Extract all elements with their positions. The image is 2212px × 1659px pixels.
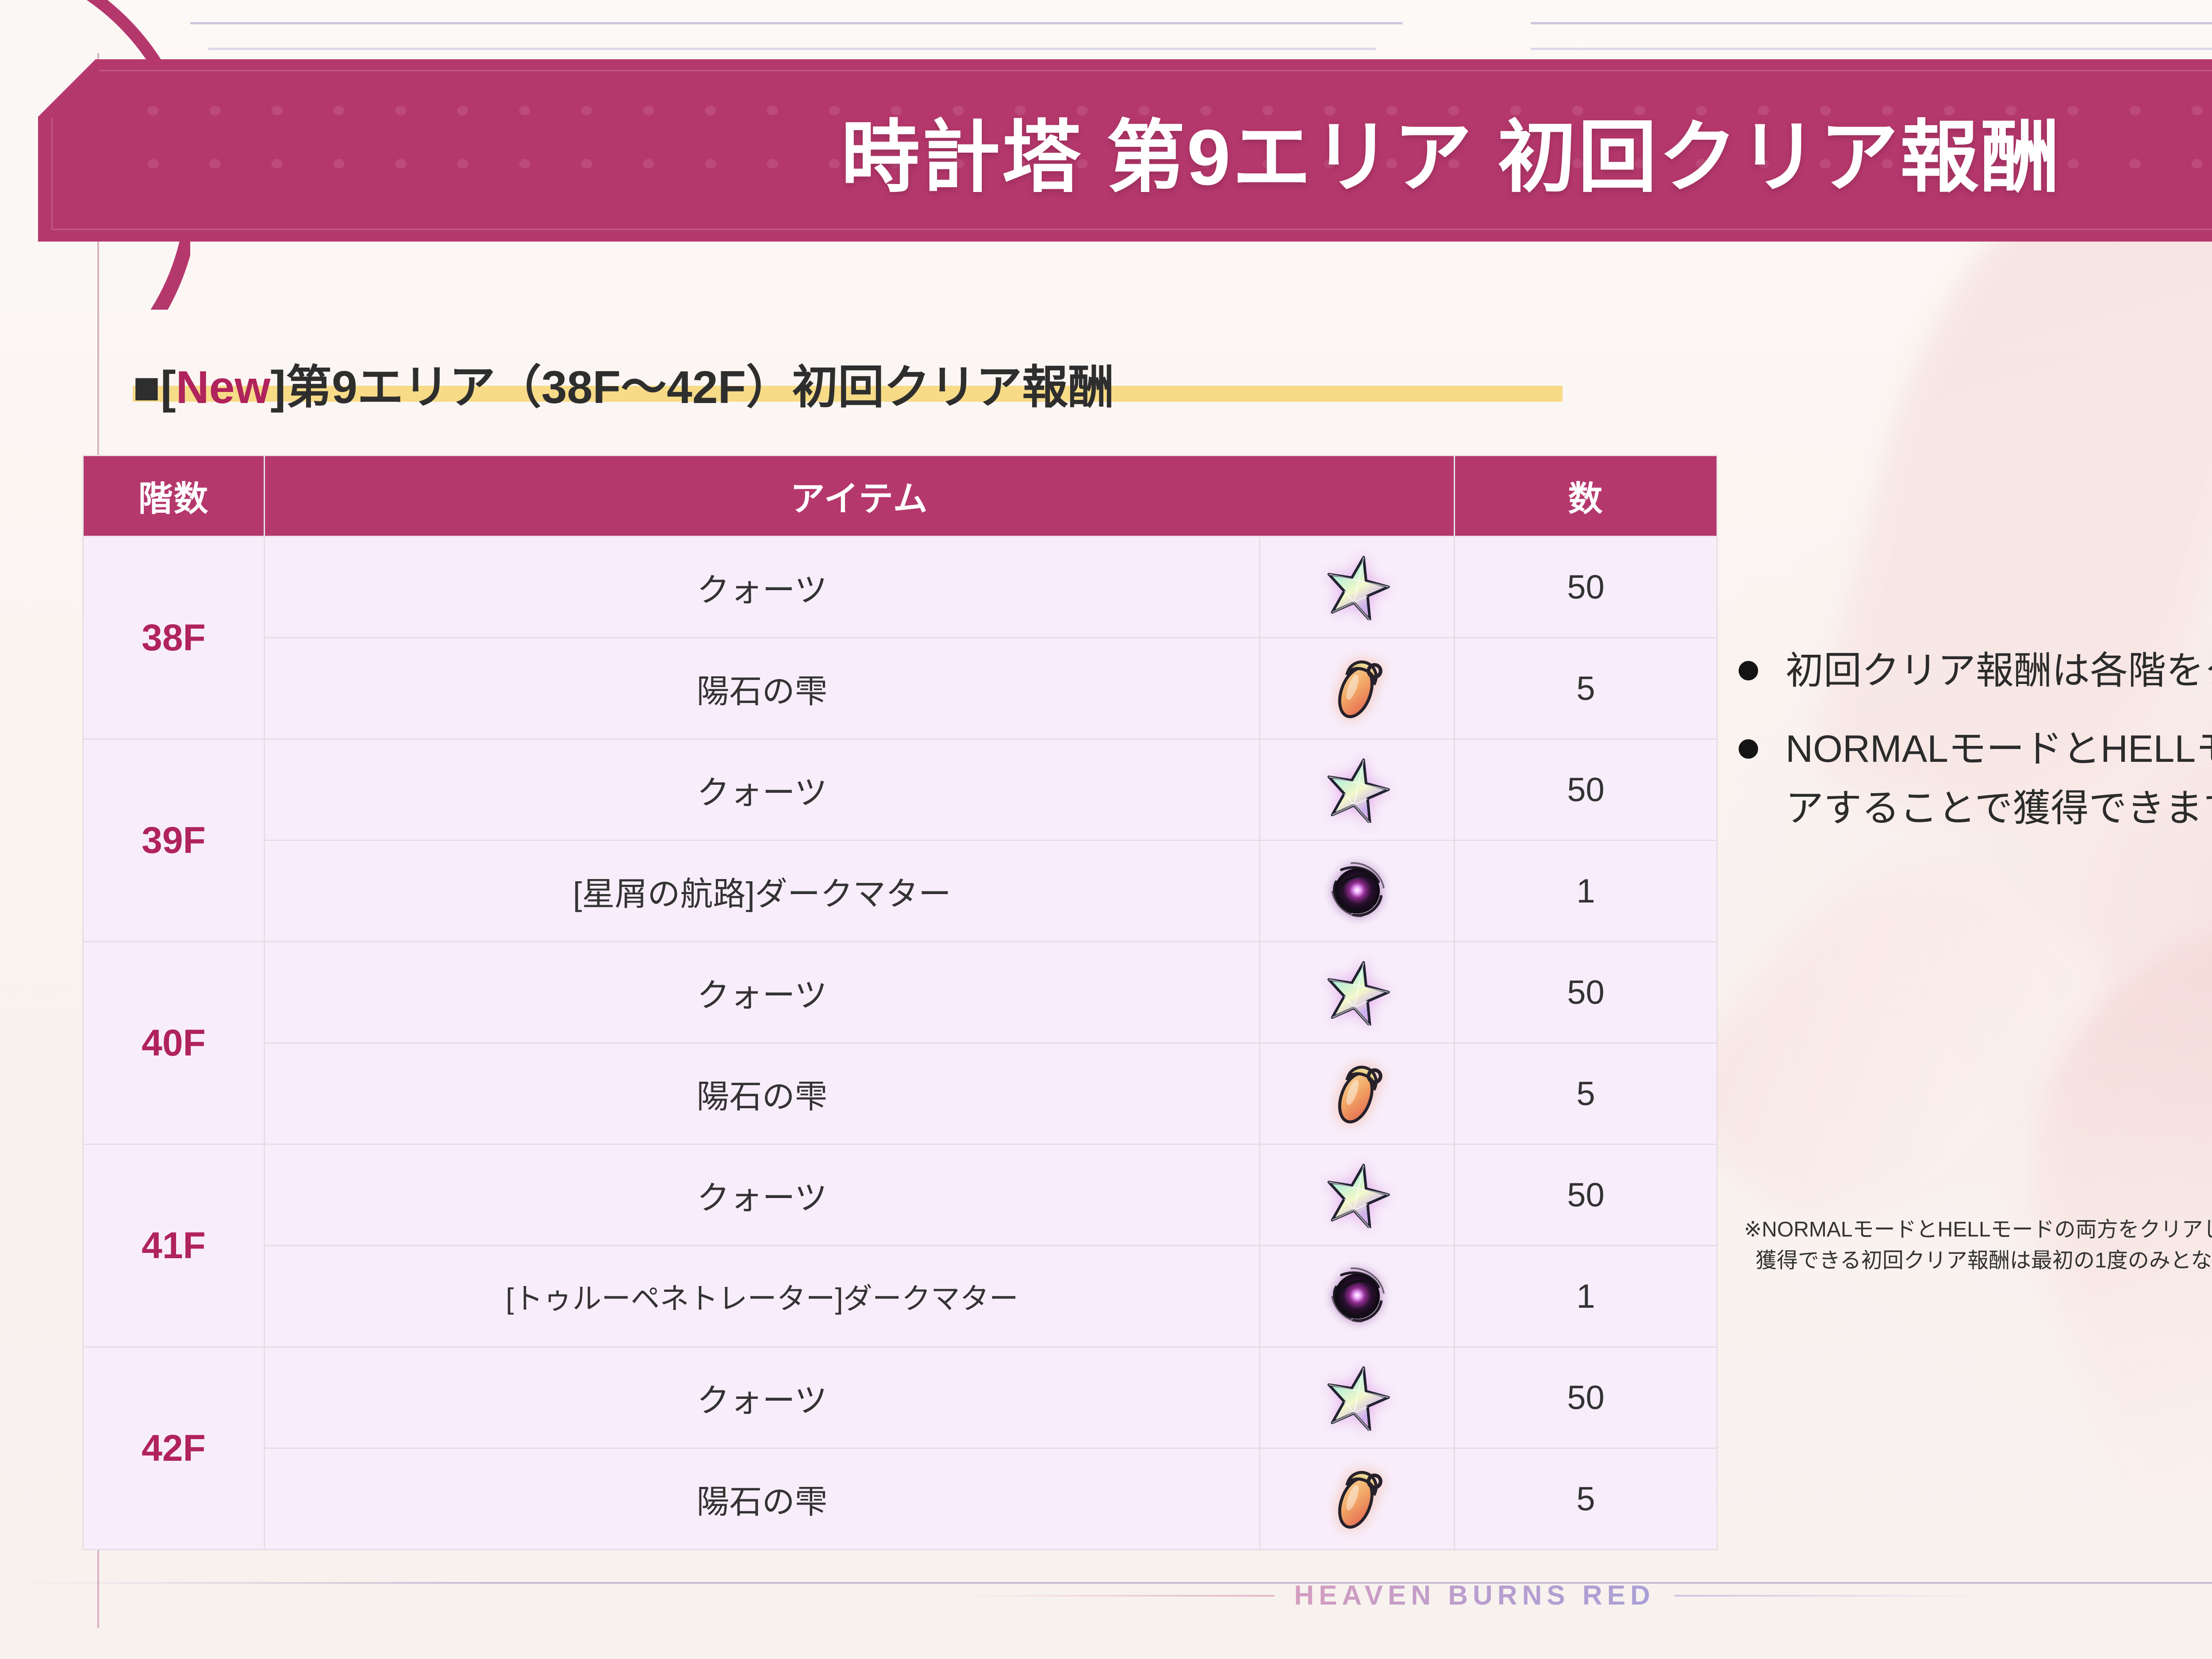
table-row: 42F クォーツ 50 [82, 1346, 1718, 1550]
floor-cell: 42F [82, 1346, 265, 1550]
table-row: 38F クォーツ 50 [82, 536, 1718, 740]
subtitle-text: 第9エリア（38F〜42F）初回クリア報酬 [285, 362, 1114, 413]
item-name-cell: クォーツ [264, 738, 1260, 841]
dark-matter-icon [1331, 1267, 1385, 1322]
quantity-cell: 50 [1454, 1346, 1718, 1449]
item-name-cell: [トゥルーペネトレーター]ダークマター [264, 1245, 1260, 1348]
frame-hairline-bottom [0, 1582, 2212, 1584]
footer-rule-left [956, 1594, 1275, 1597]
table-row: 陽石の雫 5 [83, 1042, 1718, 1145]
item-name-cell: [星屑の航路]ダークマター [264, 840, 1260, 942]
brand-logo-text: HEAVEN BURNS RED [1294, 1580, 1655, 1611]
table-row: [星屑の航路]ダークマター 1 [83, 840, 1718, 942]
note-text: 初回クリア報酬は各階をクリアすることで獲得できます [1786, 649, 2212, 692]
item-name-cell: 陽石の雫 [264, 1448, 1260, 1550]
item-name-cell: 陽石の雫 [264, 1042, 1260, 1145]
quantity-cell: 50 [1454, 941, 1718, 1044]
item-name-cell: クォーツ [264, 1346, 1260, 1449]
table-row: 陽石の雫 5 [83, 637, 1718, 740]
item-icon-cell [1259, 637, 1455, 740]
item-icon-cell [1259, 1144, 1455, 1246]
sunstone-drop-icon [1338, 661, 1382, 718]
list-item: 初回クリア報酬は各階をクリアすることで獲得できます [1739, 641, 2212, 700]
quantity-cell: 50 [1454, 1144, 1718, 1246]
subtitle-highlight [133, 386, 1563, 402]
rewards-table: 階数 アイテム 数 38F クォーツ 50 陽石の雫 [82, 455, 1718, 1550]
table-body: 38F クォーツ 50 陽石の雫 [82, 536, 1718, 1550]
item-icon-cell [1259, 941, 1455, 1044]
quantity-cell: 1 [1454, 840, 1718, 942]
note-text: NORMALモードとHELLモードどちらの難易度でも、階をクリアすることで獲得で… [1786, 728, 2212, 830]
item-name-cell: クォーツ [264, 1144, 1260, 1246]
banner-dot-pattern [122, 84, 2212, 195]
column-header-item: アイテム [263, 455, 1455, 537]
bullet-icon [1739, 739, 1758, 759]
footnote-line-1: ※NORMALモードとHELLモードの両方をクリアした場合においても、 [1744, 1218, 2212, 1241]
item-name-cell: クォーツ [264, 941, 1260, 1044]
sunstone-drop-icon [1338, 1066, 1382, 1124]
subtitle-bracket-open: [ [160, 362, 176, 413]
floor-cell: 40F [82, 941, 265, 1145]
page-title: 時計塔 第9エリア 初回クリア報酬 [841, 113, 2061, 201]
notes-list: 初回クリア報酬は各階をクリアすることで獲得できます NORMALモードとHELL… [1739, 641, 2212, 857]
item-icon-cell [1259, 536, 1455, 638]
quantity-cell: 50 [1454, 536, 1718, 638]
quartz-star-icon [1327, 1366, 1390, 1431]
table-row: 41F クォーツ 50 [82, 1144, 1718, 1348]
column-header-quantity: 数 [1454, 455, 1718, 537]
quartz-star-icon [1327, 961, 1390, 1025]
frame-hairline-top [97, 53, 99, 55]
item-name-cell: クォーツ [264, 536, 1260, 638]
footer-rule-right [1674, 1594, 1993, 1597]
floor-cell: 41F [82, 1144, 265, 1348]
floor-cell: 38F [82, 536, 265, 740]
sunstone-drop-icon [1338, 1471, 1382, 1529]
subtitle-bracket-close: ] [270, 362, 286, 413]
item-icon-cell [1259, 738, 1455, 841]
item-icon-cell [1259, 840, 1455, 942]
quartz-star-icon [1327, 556, 1390, 620]
quantity-cell: 5 [1454, 637, 1718, 740]
tech-line-lower-right [1531, 48, 2212, 50]
quantity-cell: 5 [1454, 1042, 1718, 1145]
item-name-cell: 陽石の雫 [264, 637, 1260, 740]
bullet-icon [1739, 661, 1758, 680]
item-icon-cell [1259, 1448, 1455, 1550]
quartz-star-icon [1327, 758, 1390, 823]
item-icon-cell [1259, 1346, 1455, 1449]
dark-matter-icon [1331, 862, 1385, 917]
item-icon-cell [1259, 1042, 1455, 1145]
item-icon-cell [1259, 1245, 1455, 1348]
list-item: NORMALモードとHELLモードどちらの難易度でも、階をクリアすることで獲得で… [1739, 720, 2212, 838]
floor-cell: 39F [82, 738, 265, 942]
quartz-star-icon [1327, 1164, 1390, 1228]
title-banner: 時計塔 第9エリア 初回クリア報酬 [38, 59, 2212, 242]
table-row: 39F クォーツ 50 [82, 738, 1718, 942]
column-header-floor: 階数 [82, 455, 265, 537]
footnote-line-2: 獲得できる初回クリア報酬は最初の1度のみとなります [1755, 1248, 2212, 1272]
table-header-row: 階数 アイテム 数 [82, 455, 1718, 537]
footnote: ※NORMALモードとHELLモードの両方をクリアした場合においても、 獲得でき… [1744, 1214, 2212, 1276]
table-row: [トゥルーペネトレーター]ダークマター 1 [83, 1245, 1718, 1348]
subtitle: ■[New] 第9エリア（38F〜42F）初回クリア報酬 [133, 349, 1114, 416]
tech-line-upper [190, 22, 1402, 24]
table-row: 陽石の雫 5 [83, 1448, 1718, 1550]
quantity-cell: 1 [1454, 1245, 1718, 1348]
subtitle-marker-icon: ■ [133, 362, 161, 413]
footer: HEAVEN BURNS RED [0, 1580, 2212, 1611]
quantity-cell: 5 [1454, 1448, 1718, 1550]
banner-inner-border [51, 70, 2212, 230]
tech-line-lower [208, 48, 1376, 50]
tech-line-upper-right [1531, 22, 2212, 24]
table-row: 40F クォーツ 50 [82, 941, 1718, 1145]
new-badge: New [176, 362, 271, 413]
quantity-cell: 50 [1454, 738, 1718, 841]
